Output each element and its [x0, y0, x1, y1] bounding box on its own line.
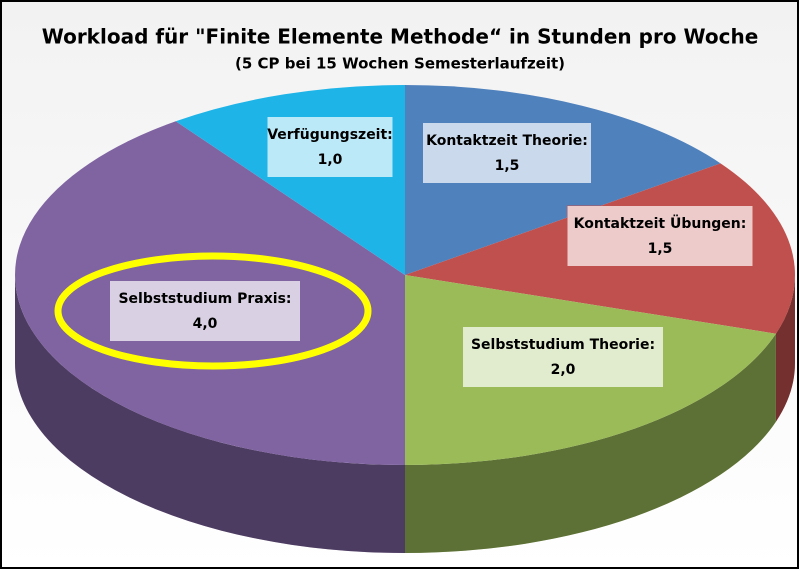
label-box-tint [267, 117, 393, 177]
slice-label: Selbststudium Praxis: [118, 291, 291, 307]
slice-value: 1,0 [318, 152, 343, 168]
chart-title: Workload für "Finite Elemente Methode“ i… [42, 25, 759, 49]
labels: Kontaktzeit Theorie: 1,5 Kontaktzeit Übung… [109, 116, 753, 388]
slice-label: Kontaktzeit Theorie: [426, 133, 588, 149]
label-box-tint [567, 206, 753, 266]
slice-label: Selbststudium Theorie: [471, 337, 655, 353]
highlight-ring [54, 252, 372, 370]
slice-side-shade [775, 275, 795, 422]
slice-label: Kontaktzeit Übungen: [574, 214, 747, 232]
chart-subtitle: (5 CP bei 15 Wochen Semesterlaufzeit) [235, 55, 565, 73]
slice-side [405, 333, 776, 553]
label-box-tint [463, 327, 663, 387]
slice-side [15, 275, 405, 553]
slice-side [775, 275, 795, 422]
slice-side-shade [15, 275, 405, 553]
slice-label: Verfügungszeit: [267, 127, 393, 143]
slice-value: 2,0 [551, 362, 576, 378]
slice-side-shade [405, 333, 776, 553]
slice-value: 1,5 [648, 241, 673, 257]
label-box-tint [110, 281, 300, 341]
slice-value: 4,0 [193, 316, 218, 332]
slice-value: 1,5 [495, 158, 520, 174]
label-box-tint [423, 123, 591, 183]
